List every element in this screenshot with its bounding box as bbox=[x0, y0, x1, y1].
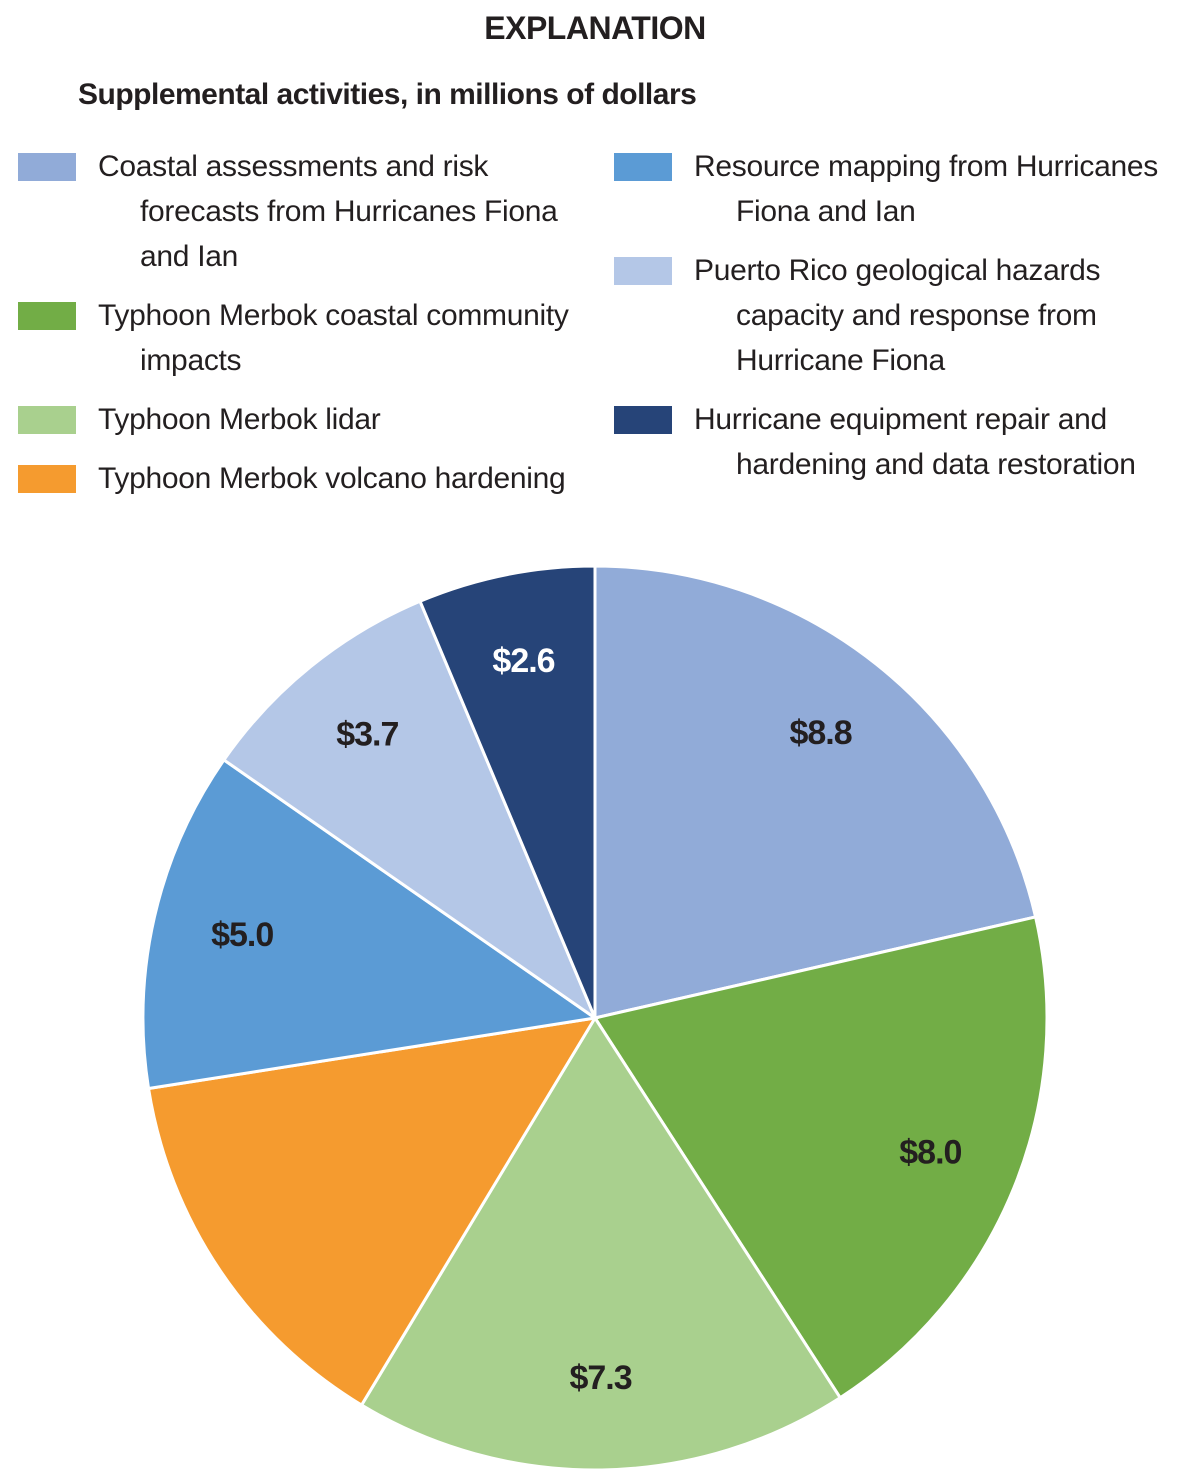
legend-item: Coastal assessments and risk forecasts f… bbox=[18, 144, 578, 279]
legend-column: Coastal assessments and risk forecasts f… bbox=[18, 144, 578, 515]
legend-label: Coastal assessments and risk forecasts f… bbox=[98, 150, 558, 273]
value-label: $3.7 bbox=[336, 716, 398, 754]
legend-item: Typhoon Merbok volcano hardening bbox=[18, 456, 578, 501]
legend-item: Typhoon Merbok lidar bbox=[18, 397, 578, 442]
legend-label: Resource mapping from Hurricanes Fiona a… bbox=[694, 150, 1158, 228]
pie-slice bbox=[221, 599, 599, 1023]
legend-label: Puerto Rico geological hazards capacity … bbox=[694, 254, 1101, 377]
legend-swatch bbox=[614, 153, 672, 181]
legend-swatch bbox=[18, 302, 76, 330]
value-label: $2.6 bbox=[492, 642, 554, 680]
legend-label: Typhoon Merbok volcano hardening bbox=[98, 462, 566, 495]
legend-item: Hurricane equipment repair and hardening… bbox=[614, 397, 1174, 487]
pie-slice bbox=[146, 1016, 598, 1408]
value-label: $8.0 bbox=[899, 1133, 961, 1171]
legend-title: EXPLANATION bbox=[484, 10, 706, 46]
pie-slice bbox=[593, 564, 1038, 1020]
value-label: $5.0 bbox=[211, 916, 273, 954]
pie-slice bbox=[418, 564, 597, 1019]
legend-swatch bbox=[614, 257, 672, 285]
legend-subtitle: Supplemental activities, in millions of … bbox=[78, 78, 697, 111]
legend-label: Typhoon Merbok lidar bbox=[98, 403, 381, 436]
legend-label: Hurricane equipment repair and hardening… bbox=[694, 403, 1136, 481]
legend-item: Resource mapping from Hurricanes Fiona a… bbox=[614, 144, 1174, 234]
legend-item: Typhoon Merbok coastal community impacts bbox=[18, 293, 578, 383]
pie-slice bbox=[592, 915, 1049, 1400]
legend-column: Resource mapping from Hurricanes Fiona a… bbox=[614, 144, 1174, 501]
legend-swatch bbox=[18, 406, 76, 434]
legend-item: Puerto Rico geological hazards capacity … bbox=[614, 248, 1174, 383]
legend-swatch bbox=[18, 153, 76, 181]
pie-slice bbox=[359, 1015, 843, 1472]
legend-label: Typhoon Merbok coastal community impacts bbox=[98, 299, 569, 377]
value-label: $7.3 bbox=[569, 1359, 631, 1397]
legend-swatch bbox=[614, 406, 672, 434]
value-label: $8.8 bbox=[789, 714, 851, 752]
legend-swatch bbox=[18, 465, 76, 493]
pie-slice bbox=[141, 757, 599, 1091]
